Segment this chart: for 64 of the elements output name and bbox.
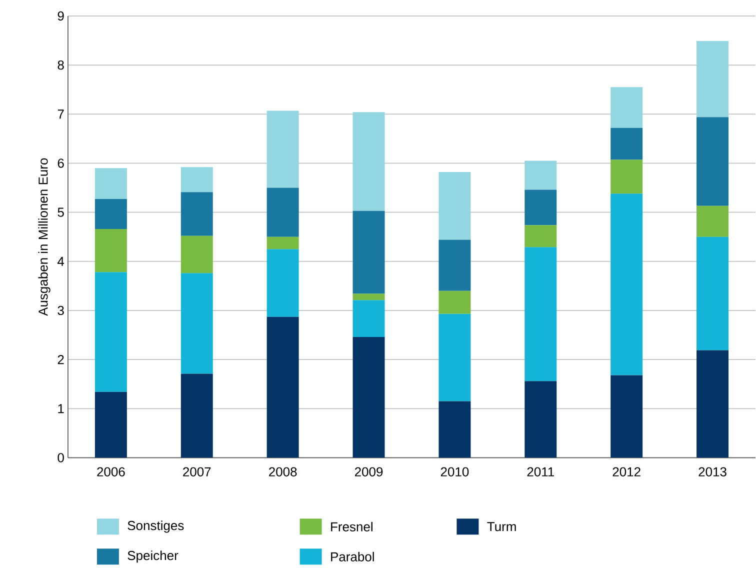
bar: [438, 240, 471, 292]
bar: [180, 236, 213, 274]
x-tick-label: 2007: [183, 467, 211, 477]
bar: [266, 110, 299, 188]
bar: [94, 272, 127, 392]
y-tick-label: 1: [58, 404, 64, 414]
bar: [352, 112, 385, 212]
legend-label: Sonstiges: [128, 520, 184, 533]
bar: [610, 160, 643, 194]
bar: [438, 314, 471, 402]
y-tick-label: 5: [58, 208, 64, 218]
bar: [352, 337, 385, 458]
x-tick-label: 2013: [698, 467, 726, 477]
bar: [266, 188, 299, 238]
bar: [94, 168, 127, 200]
y-tick-label: 4: [58, 257, 64, 266]
bar: [610, 87, 643, 128]
bar: [266, 317, 299, 458]
bar: [438, 291, 471, 314]
legend-label: Speicher: [128, 550, 178, 563]
legend-label: Fresnel: [331, 522, 372, 532]
bar: [352, 211, 385, 294]
bar: [94, 199, 127, 230]
legend-label: Turm: [487, 522, 516, 532]
bar: [94, 229, 127, 272]
x-tick-label: 2006: [97, 467, 125, 477]
bar: [180, 167, 213, 192]
bar: [438, 401, 471, 458]
bar: [696, 350, 729, 458]
x-tick-label: 2011: [527, 467, 554, 477]
bar: [524, 381, 557, 458]
bar: [352, 294, 385, 300]
bar: [696, 41, 729, 118]
bar: [524, 225, 557, 248]
y-tick-label: 6: [58, 158, 64, 168]
x-tick-label: 2012: [612, 467, 640, 477]
y-tick-label: 3: [58, 306, 64, 316]
bar: [524, 160, 557, 190]
bar: [266, 237, 299, 250]
bar: [696, 237, 729, 350]
bar: [610, 375, 643, 458]
x-tick-label: 2008: [269, 467, 297, 477]
bar: [610, 194, 643, 376]
bar: [524, 190, 557, 226]
bar: [524, 247, 557, 382]
y-tick-label: 7: [58, 110, 64, 119]
bar: [610, 128, 643, 160]
y-tick-label: 2: [58, 355, 64, 364]
bar: [696, 206, 729, 238]
bar: [180, 273, 213, 374]
bar: [180, 192, 213, 236]
bar: [266, 249, 299, 318]
legend-label: Parabol: [331, 552, 374, 562]
y-tick-label: 8: [58, 60, 64, 70]
bar: [94, 392, 127, 458]
x-tick-label: 2009: [354, 467, 383, 477]
y-tick-label: 0: [58, 453, 64, 462]
bar: [696, 117, 729, 206]
bar: [180, 374, 213, 458]
y-axis-title: Ausgaben in Millionen Euro: [38, 158, 50, 316]
y-tick-label: 9: [58, 12, 64, 21]
bar: [438, 172, 471, 240]
bar: [352, 300, 385, 338]
x-tick-label: 2010: [440, 467, 469, 477]
